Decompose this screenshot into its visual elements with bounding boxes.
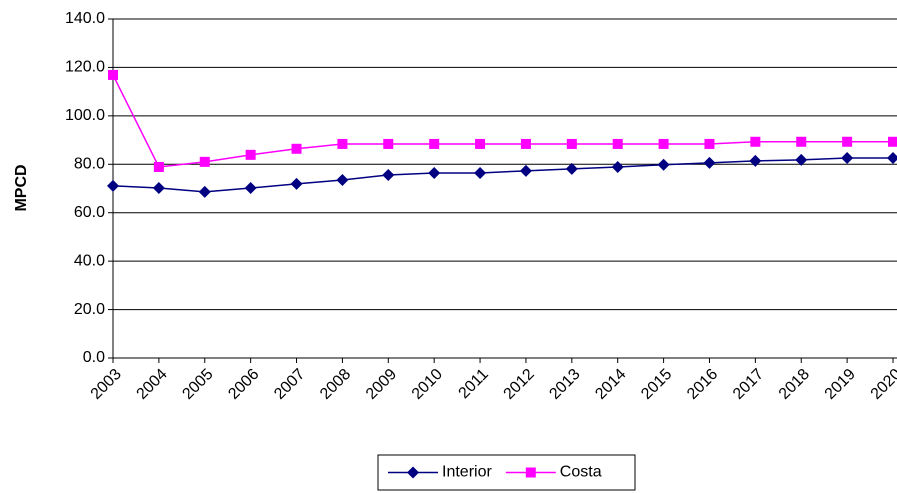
marker: [658, 138, 669, 149]
y-tick-label: 140.0: [65, 10, 105, 27]
x-tick-label: 2017: [730, 366, 767, 403]
marker: [475, 138, 486, 149]
x-tick-label: 2018: [776, 366, 813, 403]
marker: [474, 167, 487, 180]
x-tick-label: 2019: [822, 366, 859, 403]
x-tick-label: 2004: [134, 366, 171, 403]
marker: [519, 164, 532, 177]
x-tick-label: 2011: [456, 366, 492, 402]
marker: [612, 138, 623, 149]
x-tick-label: 2007: [271, 366, 308, 403]
marker: [337, 138, 348, 149]
y-tick-label: 60.0: [74, 204, 105, 221]
marker: [407, 466, 419, 479]
x-tick-label: 2009: [363, 366, 400, 403]
x-tick-label: 2003: [88, 366, 125, 403]
legend-label: Costa: [560, 464, 602, 481]
marker: [888, 136, 897, 147]
series-line: [112, 74, 893, 168]
marker: [153, 161, 164, 172]
x-tick-label: 2010: [409, 366, 446, 403]
marker: [750, 136, 761, 147]
marker: [520, 138, 531, 149]
y-tick-label: 20.0: [74, 301, 105, 318]
marker: [525, 467, 536, 478]
x-tick-label: 2020: [868, 366, 897, 403]
marker: [152, 182, 165, 195]
x-tick-label: 2012: [501, 366, 538, 403]
marker: [887, 151, 897, 164]
legend-label: Interior: [442, 464, 492, 481]
marker: [291, 143, 302, 154]
marker: [336, 174, 349, 187]
x-tick-label: 2005: [179, 366, 216, 403]
x-tick-label: 2015: [638, 366, 675, 403]
marker: [703, 156, 716, 169]
x-tick-label: 2014: [592, 366, 629, 403]
y-tick-label: 40.0: [74, 252, 105, 269]
marker: [657, 158, 670, 171]
marker: [429, 138, 440, 149]
marker: [245, 149, 256, 160]
marker: [704, 138, 715, 149]
x-tick-label: 2016: [684, 366, 721, 403]
series-line: [112, 157, 893, 193]
y-tick-label: 120.0: [65, 59, 105, 76]
marker: [244, 182, 257, 195]
y-tick-label: 0.0: [83, 349, 105, 366]
y-axis-label: MPCD: [13, 164, 30, 211]
x-tick-label: 2006: [225, 366, 262, 403]
marker: [565, 162, 578, 175]
marker: [383, 138, 394, 149]
marker: [841, 151, 854, 164]
marker: [290, 177, 303, 190]
x-tick-label: 2013: [546, 366, 583, 403]
y-tick-label: 80.0: [74, 156, 105, 173]
marker: [428, 167, 441, 180]
marker: [108, 69, 118, 80]
marker: [842, 136, 853, 147]
marker: [796, 136, 807, 147]
marker: [198, 185, 211, 198]
marker: [749, 154, 762, 167]
marker: [566, 138, 577, 149]
x-tick-label: 2008: [317, 366, 354, 403]
marker: [107, 179, 119, 192]
marker: [611, 160, 624, 173]
marker: [795, 153, 808, 166]
marker: [382, 168, 395, 181]
y-tick-label: 100.0: [65, 107, 105, 124]
marker: [199, 156, 210, 167]
